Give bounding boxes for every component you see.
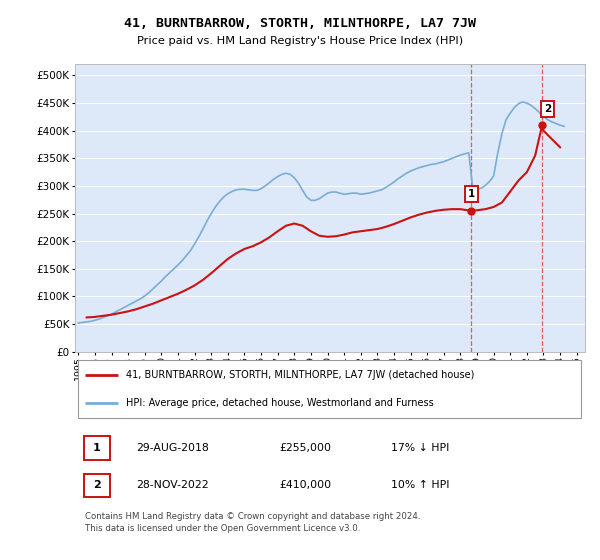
FancyBboxPatch shape: [84, 474, 110, 497]
Text: 17% ↓ HPI: 17% ↓ HPI: [391, 443, 449, 453]
Text: 41, BURNTBARROW, STORTH, MILNTHORPE, LA7 7JW: 41, BURNTBARROW, STORTH, MILNTHORPE, LA7…: [124, 17, 476, 30]
Text: 10% ↑ HPI: 10% ↑ HPI: [391, 480, 450, 491]
Text: £410,000: £410,000: [279, 480, 331, 491]
FancyBboxPatch shape: [84, 436, 110, 460]
Text: 1: 1: [93, 443, 101, 453]
Text: Contains HM Land Registry data © Crown copyright and database right 2024.
This d: Contains HM Land Registry data © Crown c…: [85, 512, 421, 533]
Text: Price paid vs. HM Land Registry's House Price Index (HPI): Price paid vs. HM Land Registry's House …: [137, 36, 463, 46]
Text: 29-AUG-2018: 29-AUG-2018: [136, 443, 209, 453]
Text: 41, BURNTBARROW, STORTH, MILNTHORPE, LA7 7JW (detached house): 41, BURNTBARROW, STORTH, MILNTHORPE, LA7…: [126, 370, 475, 380]
Text: 2: 2: [544, 104, 551, 114]
Text: 2: 2: [93, 480, 101, 491]
Text: £255,000: £255,000: [279, 443, 331, 453]
FancyBboxPatch shape: [77, 360, 581, 418]
Text: HPI: Average price, detached house, Westmorland and Furness: HPI: Average price, detached house, West…: [126, 398, 434, 408]
Text: 28-NOV-2022: 28-NOV-2022: [136, 480, 209, 491]
Text: 1: 1: [468, 189, 475, 199]
